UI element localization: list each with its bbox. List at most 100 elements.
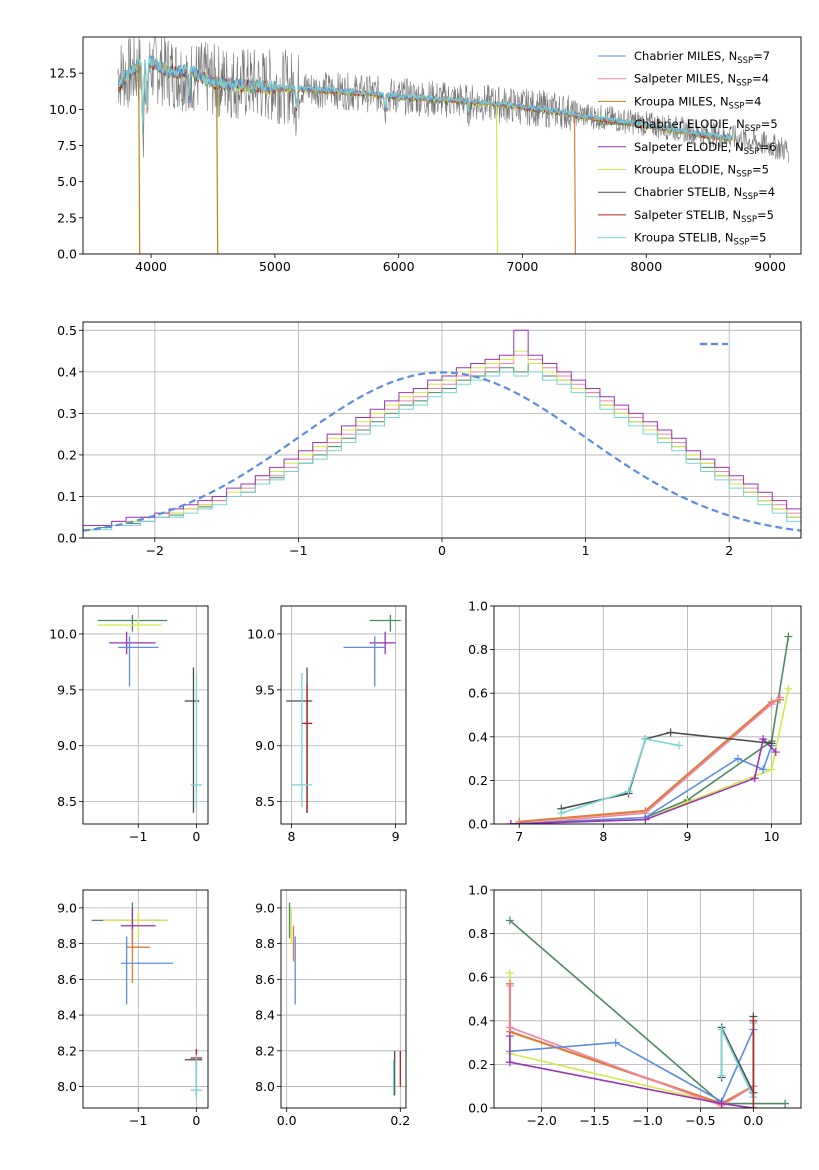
y-tick-label: 0.0 xyxy=(57,531,77,546)
x-tick-label: 0 xyxy=(192,1113,200,1128)
weight-point-marker xyxy=(717,1099,726,1108)
model-spectrum-line xyxy=(118,55,733,141)
x-tick-label: 0 xyxy=(438,543,446,558)
y-tick-label: 10.0 xyxy=(49,626,77,641)
y-tick-label: 0.0 xyxy=(468,817,488,832)
errorbar-point xyxy=(103,911,168,939)
errorbar-point xyxy=(343,636,386,687)
plot-area xyxy=(91,902,203,1100)
x-tick-label: 4000 xyxy=(135,259,167,274)
y-tick-label: 10.0 xyxy=(247,626,275,641)
weight-point-marker xyxy=(505,1032,514,1041)
y-tick-label: 0.6 xyxy=(468,970,488,985)
x-tick-label: −2 xyxy=(146,543,164,558)
y-tick-label: 8.8 xyxy=(57,936,77,951)
errorbar-point xyxy=(120,936,174,1005)
axes-frame xyxy=(82,321,802,539)
x-tick-label: 6000 xyxy=(383,259,415,274)
gaussian-curve xyxy=(83,371,801,532)
weight-point-marker xyxy=(506,820,515,824)
weight-point-marker xyxy=(767,739,776,748)
weight-point-marker xyxy=(557,809,566,818)
legend-label: Kroupa MILES, NSSP=4 xyxy=(634,94,761,111)
y-tick-label: 2.5 xyxy=(57,210,77,225)
weight-point-marker xyxy=(717,1025,726,1034)
weight-point-marker xyxy=(759,765,768,774)
axes-frame xyxy=(493,889,802,1109)
legend-label: Salpeter ELODIE, NSSP=6 xyxy=(634,140,777,157)
panel-spectrum: 4000 5000 6000 7000 8000 9000 0.0 2.5 5.0 7.5 10.0… xyxy=(49,36,802,274)
x-tick-label: −2.0 xyxy=(526,1113,556,1128)
errorbar-point xyxy=(97,619,162,631)
spectrum-legend: Chabrier MILES, NSSP=7 Salpeter MILES, NS… xyxy=(598,49,778,248)
axes-frame xyxy=(280,605,407,825)
panel-residuals: −2 −1 0 1 2 0.0 0.1 0.2 0.3 0.4 0.5 xyxy=(57,321,802,558)
y-tick-label: 12.5 xyxy=(49,66,77,81)
panel-mass_vs_ebv: 0.0 0.2 8.0 8.2 8.4 8.6 8.8 9.0 xyxy=(255,889,410,1128)
y-tick-label: 0.2 xyxy=(468,773,488,788)
weight-point-marker xyxy=(767,700,776,709)
y-tick-label: 10.0 xyxy=(49,102,77,117)
x-tick-label: 2 xyxy=(725,543,733,558)
errorbar-point xyxy=(369,631,396,655)
weight-point-marker xyxy=(784,632,793,641)
weight-series-line xyxy=(509,972,754,1105)
plot-area xyxy=(505,916,790,1108)
plot-area xyxy=(288,902,401,1096)
x-tick-label: 7 xyxy=(515,829,523,844)
x-tick-label: 9 xyxy=(683,829,691,844)
y-tick-label: 1.0 xyxy=(468,883,488,898)
legend-label: Chabrier STELIB, NSSP=4 xyxy=(634,185,775,202)
legend-label: Kroupa STELIB, NSSP=5 xyxy=(634,231,766,248)
x-tick-label: 9000 xyxy=(754,259,786,274)
y-tick-label: 9.0 xyxy=(57,738,77,753)
x-tick-label: −1.0 xyxy=(632,1113,662,1128)
x-tick-label: 0 xyxy=(192,829,200,844)
errorbar-point xyxy=(291,673,313,808)
weight-point-marker xyxy=(505,1058,514,1067)
y-tick-label: 8.8 xyxy=(255,936,275,951)
y-tick-label: 0.0 xyxy=(57,247,77,262)
errorbar-point xyxy=(184,667,200,813)
x-tick-label: 8 xyxy=(599,829,607,844)
weight-point-marker xyxy=(767,765,776,774)
errorbar-point xyxy=(190,673,203,808)
errorbar-point xyxy=(97,614,168,632)
y-tick-label: 0.8 xyxy=(468,926,488,941)
spectrum-dropout xyxy=(216,83,219,254)
spectrum-dropout xyxy=(573,115,577,254)
y-tick-label: 7.5 xyxy=(57,138,77,153)
legend-label: Kroupa ELODIE, NSSP=5 xyxy=(634,163,769,180)
axes-frame xyxy=(280,889,407,1109)
y-tick-label: 0.2 xyxy=(57,447,77,462)
y-tick-label: 0.0 xyxy=(468,1101,488,1116)
y-tick-label: 8.4 xyxy=(255,1008,275,1023)
panel-weight_vs_Z: −2.0 −1.5 −1.0 −0.5 0.0 0.0 0.2 0.4 0.6 0.8 1.0 xyxy=(468,883,802,1128)
y-tick-label: 0.6 xyxy=(468,686,488,701)
errorbar-point xyxy=(301,684,313,813)
x-tick-label: 7000 xyxy=(507,259,539,274)
y-tick-label: 0.2 xyxy=(468,1057,488,1072)
x-tick-label: −1.5 xyxy=(579,1113,609,1128)
y-tick-label: 8.6 xyxy=(255,972,275,987)
weight-point-marker xyxy=(505,968,514,977)
errorbar-point xyxy=(117,636,159,687)
y-tick-label: 0.4 xyxy=(468,1013,488,1028)
x-tick-label: 1 xyxy=(582,543,590,558)
histogram-series xyxy=(83,354,801,538)
legend-label: Salpeter MILES, NSSP=4 xyxy=(634,72,769,89)
weight-point-marker xyxy=(624,787,633,796)
plot-area xyxy=(506,632,793,824)
y-tick-label: 5.0 xyxy=(57,174,77,189)
weight-point-marker xyxy=(675,741,684,750)
legend-label: Chabrier ELODIE, NSSP=5 xyxy=(634,117,778,134)
weight-point-marker xyxy=(733,754,742,763)
weight-point-marker xyxy=(749,1104,758,1108)
x-tick-label: 10 xyxy=(764,829,780,844)
y-tick-label: 0.4 xyxy=(468,729,488,744)
x-tick-label: −0.5 xyxy=(685,1113,715,1128)
weight-series-line xyxy=(720,1016,755,1094)
y-tick-label: 9.5 xyxy=(57,682,77,697)
model-spectrum-line xyxy=(118,57,733,141)
